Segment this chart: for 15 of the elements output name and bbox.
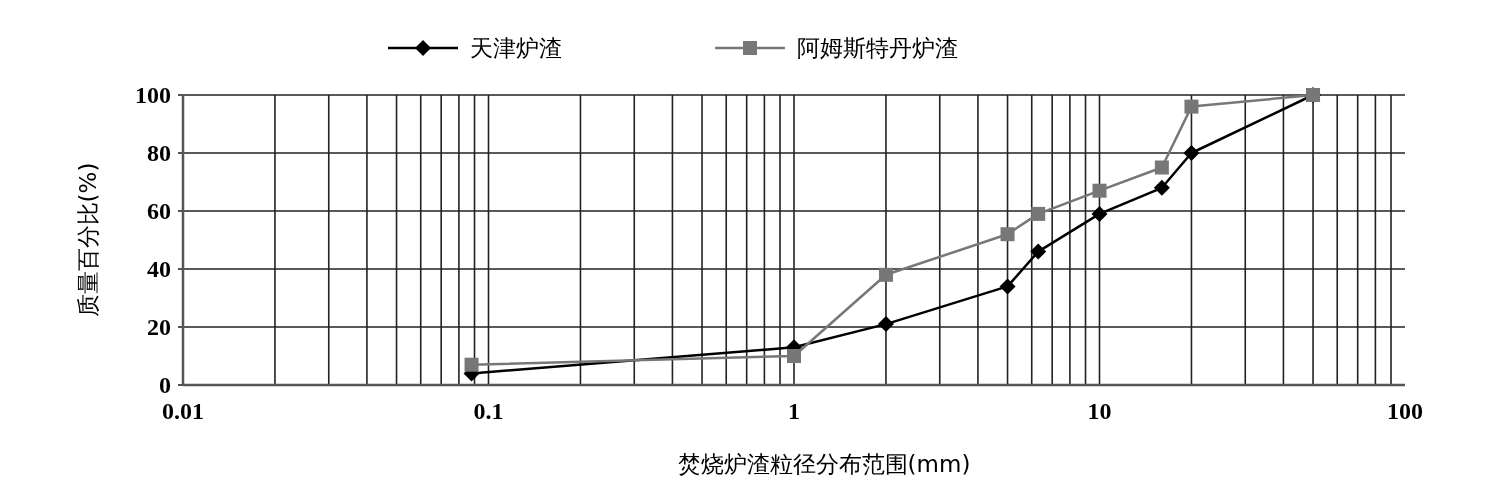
y-tick-label: 60: [147, 198, 171, 224]
y-tick-label: 20: [147, 314, 171, 340]
y-tick-label: 40: [147, 256, 171, 282]
x-tick-label: 0.01: [162, 398, 204, 424]
x-tick-label: 0.1: [473, 398, 504, 424]
y-axis-title: 质量百分比(%): [75, 162, 101, 318]
x-tick-label: 1: [788, 398, 800, 424]
y-tick-label: 0: [159, 372, 171, 398]
y-tick-label: 80: [147, 140, 171, 166]
x-tick-label: 100: [1387, 398, 1423, 424]
x-tick-label: 10: [1087, 398, 1112, 424]
legend-label: 阿姆斯特丹炉渣: [797, 35, 958, 61]
x-axis-title: 焚烧炉渣粒径分布范围(mm): [677, 451, 971, 477]
legend-label: 天津炉渣: [470, 35, 562, 61]
y-tick-label: 100: [135, 82, 171, 108]
